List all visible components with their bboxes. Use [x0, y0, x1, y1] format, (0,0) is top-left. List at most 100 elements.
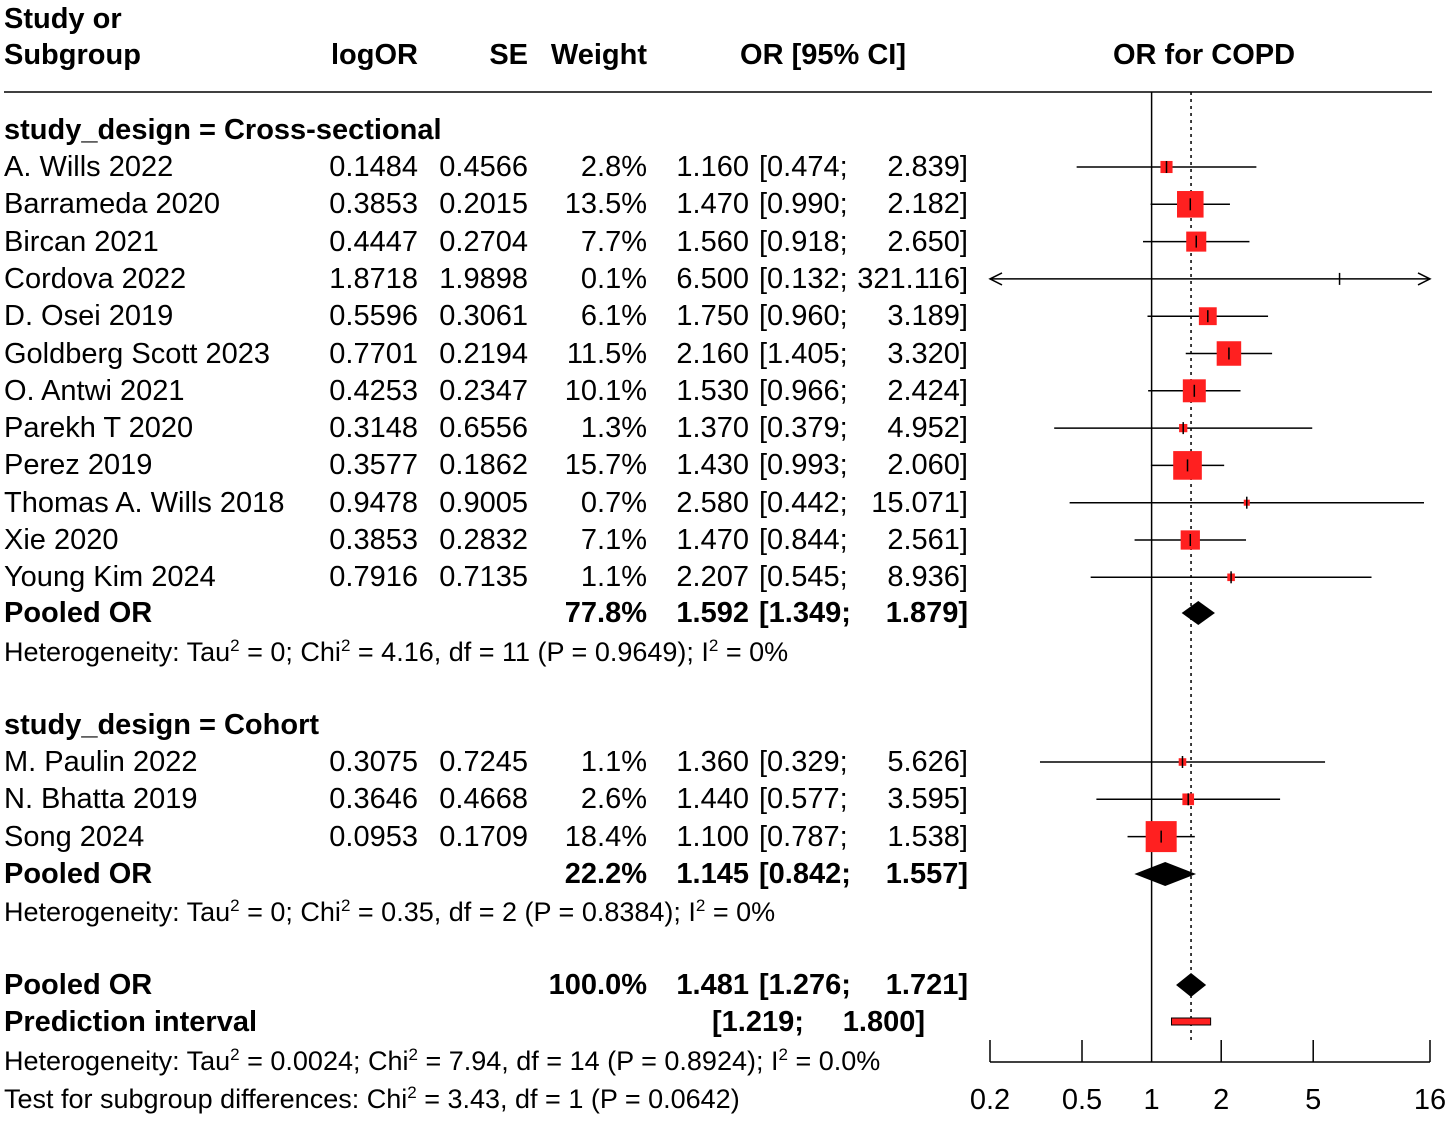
- study-name: Thomas A. Wills 2018: [4, 486, 285, 519]
- pooled-cross-sectional-ci-lower: [1.349;: [759, 597, 851, 629]
- study-name: Perez 2019: [4, 449, 153, 482]
- study-ci-lower: [0.329;: [759, 746, 848, 778]
- study-ci-upper: 2.650]: [887, 225, 968, 258]
- study-weight: 2.8%: [580, 151, 647, 183]
- pooled-cross-sectional-weight: 77.8%: [564, 597, 647, 629]
- study-se: 0.9005: [439, 486, 528, 519]
- study-logor: 0.3646: [329, 783, 418, 816]
- study-ci-upper: 2.182]: [887, 188, 968, 221]
- heterogeneity-overall-end: = 0.0%: [787, 1046, 881, 1076]
- heterogeneity-cohort-sup1: 2: [230, 896, 240, 915]
- study-or: 1.750: [676, 300, 749, 333]
- study-logor: 0.3075: [329, 746, 418, 778]
- study-weight: 1.1%: [580, 561, 647, 594]
- x-tick-label: 16: [1414, 1084, 1446, 1116]
- heterogeneity-overall-rest: = 7.94, df = 14 (P = 0.8924); I: [417, 1046, 779, 1076]
- study-se: 0.1709: [439, 820, 528, 853]
- study-ci-lower: [0.960;: [759, 300, 848, 333]
- study-name: M. Paulin 2022: [4, 746, 198, 778]
- study-weight: 6.1%: [580, 300, 647, 333]
- study-se: 0.7245: [439, 746, 528, 778]
- study-or: 6.500: [676, 262, 749, 295]
- study-weight: 10.1%: [564, 374, 647, 407]
- study-ci-upper: 8.936]: [887, 561, 968, 594]
- study-logor: 0.4253: [329, 374, 418, 407]
- study-weight: 1.1%: [580, 746, 647, 778]
- header-logor: logOR: [331, 39, 418, 71]
- study-ci-lower: [0.132;: [759, 262, 848, 295]
- prediction-ci-lower: [1.219;: [712, 1006, 804, 1038]
- x-tick-label: 0.5: [1062, 1084, 1102, 1116]
- study-ci-upper: 4.952]: [887, 412, 968, 445]
- study-se: 0.2704: [439, 225, 528, 258]
- study-weight: 0.7%: [580, 486, 647, 519]
- heterogeneity-cohort-mid: = 0; Chi: [239, 897, 341, 927]
- pooled-overall-label: Pooled OR: [4, 969, 153, 1001]
- heterogeneity-cohort-prefix: Heterogeneity: Tau: [4, 897, 231, 927]
- study-logor: 0.7701: [329, 337, 418, 370]
- heterogeneity-cohort: Heterogeneity: Tau2 = 0; Chi2 = 0.35, df…: [4, 895, 775, 929]
- study-se: 0.2347: [439, 374, 528, 407]
- ci-arrow-right: [1417, 272, 1432, 286]
- heterogeneity-cohort-sup2: 2: [340, 896, 351, 915]
- study-name: Barrameda 2020: [4, 188, 221, 221]
- study-se: 0.2015: [439, 188, 528, 221]
- study-ci-lower: [0.379;: [759, 412, 848, 445]
- x-tick-label: 1: [1144, 1084, 1160, 1116]
- study-weight: 15.7%: [564, 449, 647, 482]
- pooled-overall-diamond: [1176, 973, 1207, 997]
- study-or: 1.360: [676, 746, 749, 778]
- study-ci-upper: 1.538]: [887, 820, 968, 853]
- header-study-line2: Subgroup: [4, 39, 141, 71]
- study-name: A. Wills 2022: [4, 151, 174, 183]
- heterogeneity-cross-sectional-prefix: Heterogeneity: Tau: [4, 637, 231, 667]
- study-logor: 0.3853: [329, 188, 418, 221]
- heterogeneity-overall: Heterogeneity: Tau2 = 0.0024; Chi2 = 7.9…: [4, 1044, 880, 1078]
- heterogeneity-cross-sectional-end: = 0%: [718, 637, 789, 667]
- study-or: 1.530: [676, 374, 749, 407]
- study-logor: 0.3853: [329, 524, 418, 556]
- pooled-cohort-or: 1.145: [676, 858, 749, 890]
- study-name: D. Osei 2019: [4, 300, 174, 333]
- study-se: 0.6556: [439, 412, 528, 445]
- study-ci-lower: [0.545;: [759, 561, 848, 594]
- study-or: 1.100: [676, 820, 749, 853]
- heterogeneity-cohort-end: = 0%: [705, 897, 776, 927]
- study-ci-lower: [0.966;: [759, 374, 848, 407]
- pooled-cross-sectional-diamond: [1181, 601, 1215, 625]
- study-or: 1.430: [676, 449, 749, 482]
- header-study-line1: Study or: [4, 3, 122, 35]
- study-name: Parekh T 2020: [4, 412, 194, 445]
- study-weight: 1.3%: [580, 412, 647, 445]
- study-ci-upper: 321.116]: [857, 262, 968, 295]
- study-ci-upper: 3.320]: [887, 337, 968, 370]
- header-plot-title: OR for COPD: [1113, 39, 1296, 71]
- heterogeneity-cohort-rest: = 0.35, df = 2 (P = 0.8384); I: [350, 897, 696, 927]
- study-ci-upper: 2.561]: [887, 524, 968, 556]
- study-weight: 11.5%: [566, 337, 647, 370]
- heterogeneity-cross-sectional-mid: = 0; Chi: [239, 637, 341, 667]
- study-or: 2.160: [676, 337, 749, 370]
- study-ci-upper: 15.071]: [871, 486, 968, 519]
- x-tick-label: 0.2: [970, 1084, 1010, 1116]
- subgroup-differences-test: Test for subgroup differences: Chi2 = 3.…: [4, 1082, 740, 1116]
- prediction-interval-bar: [1170, 1017, 1212, 1026]
- subgroup-differences-test-prefix: Test for subgroup differences: Chi: [4, 1084, 408, 1114]
- study-se: 0.7135: [439, 561, 528, 594]
- study-ci-lower: [0.442;: [759, 486, 848, 519]
- study-logor: 0.3148: [329, 412, 418, 445]
- study-name: O. Antwi 2021: [4, 374, 185, 407]
- study-ci-lower: [1.405;: [759, 337, 848, 370]
- prediction-ci-upper: 1.800]: [842, 1006, 925, 1038]
- pooled-cohort-weight: 22.2%: [564, 858, 647, 890]
- study-or: 1.160: [676, 151, 749, 183]
- study-ci-lower: [0.918;: [759, 225, 848, 258]
- study-ci-upper: 2.839]: [887, 151, 968, 183]
- ci-arrow-left: [988, 272, 1003, 286]
- pooled-cross-sectional-ci-upper: 1.879]: [885, 597, 968, 629]
- study-or: 1.370: [676, 412, 749, 445]
- pooled-overall-or: 1.481: [676, 969, 749, 1001]
- study-logor: 0.1484: [329, 151, 418, 183]
- study-logor: 0.4447: [329, 225, 418, 258]
- study-ci-upper: 2.424]: [887, 374, 968, 407]
